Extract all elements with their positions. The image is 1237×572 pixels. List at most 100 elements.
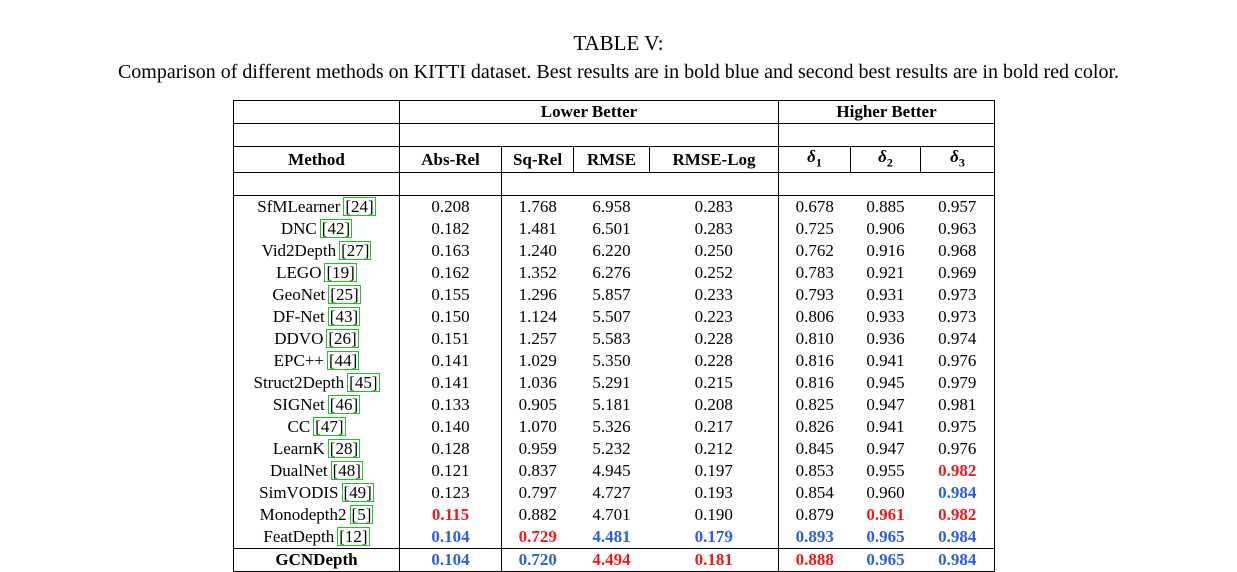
sq-rel-value: 1.029 [518, 351, 557, 371]
delta3-value: 0.968 [938, 241, 977, 261]
method-cell: Monodepth2 [5] [233, 504, 400, 527]
table-row: SimVODIS [49] 0.123 0.797 4.727 0.193 0.854 0.9… [233, 482, 995, 505]
method-cell: GeoNet [25] [233, 284, 400, 307]
delta1-value: 0.853 [795, 461, 834, 481]
delta3-value: 0.975 [938, 417, 977, 437]
delta1-value: 0.893 [795, 527, 834, 547]
method-cell: CC [47] [233, 416, 400, 439]
table-row: DNC [42] 0.182 1.481 6.501 0.283 0.725 0.906 0.9… [233, 218, 995, 241]
table-row: Monodepth2 [5] 0.115 0.882 4.701 0.190 0.879 0.… [233, 504, 995, 527]
sq-rel-value: 1.296 [518, 285, 557, 305]
delta3-value: 0.976 [938, 439, 977, 459]
citation-link[interactable]: [47] [313, 417, 346, 437]
delta2-value: 0.947 [866, 395, 905, 415]
citation-link[interactable]: [24] [343, 197, 376, 217]
delta1-column-header: δ1 [778, 145, 852, 174]
citation-number: 24 [351, 197, 369, 217]
method-cell: SfMLearner [24] [233, 195, 400, 219]
delta2-value: 0.960 [866, 483, 905, 503]
rmse-log-value: 0.179 [649, 526, 780, 549]
rmse-log-value: 0.228 [649, 350, 780, 373]
citation-number: 42 [327, 219, 345, 239]
delta1-subscript: 1 [815, 155, 822, 170]
results-table: Lower Better Higher Better Method Abs-Re… [233, 100, 996, 572]
delta1-value: 0.854 [795, 483, 834, 503]
sq-rel-value: 1.768 [518, 197, 557, 217]
citation-number: 27 [346, 241, 364, 261]
abs-rel-value: 0.121 [399, 460, 502, 483]
method-name: LEGO [276, 263, 322, 283]
abs-rel-value: 0.141 [399, 372, 502, 395]
method-name: GeoNet [272, 285, 326, 305]
delta3-symbol: δ [950, 147, 959, 166]
citation-link[interactable]: [46] [327, 395, 361, 415]
delta1-value: 0.810 [795, 329, 834, 349]
table-row: SIGNet [46] 0.133 0.905 5.181 0.208 0.825 0.947… [233, 394, 995, 417]
citation-link[interactable]: [19] [324, 263, 357, 283]
citation-number: 44 [334, 351, 352, 371]
delta3-value: 0.973 [938, 285, 977, 305]
abs-rel-value: 0.133 [399, 394, 502, 417]
citation-link[interactable]: [28] [327, 439, 361, 459]
sq-rel-value: 0.905 [518, 395, 557, 415]
citation-link[interactable]: [26] [326, 329, 359, 349]
citation-number: 48 [338, 461, 356, 481]
abs-rel-value: 0.182 [399, 218, 502, 241]
rmse-log-value: 0.193 [649, 482, 780, 505]
rmse-log-value: 0.197 [649, 460, 780, 483]
method-cell: SIGNet [46] [233, 394, 400, 417]
table-row: GeoNet [25] 0.155 1.296 5.857 0.233 0.793 0.931… [233, 284, 995, 307]
citation-link[interactable]: [5] [349, 505, 374, 525]
rmse-log-value: 0.233 [649, 284, 780, 307]
sq-rel-value: 1.481 [518, 219, 557, 239]
abs-rel-value: 0.162 [399, 262, 502, 285]
citation-link[interactable]: [48] [330, 461, 363, 481]
delta3-value: 0.976 [938, 351, 977, 371]
delta2-value: 0.965 [866, 550, 905, 570]
delta2-value: 0.916 [866, 241, 905, 261]
delta2-value: 0.965 [866, 527, 905, 547]
rmse-log-value: 0.212 [649, 438, 780, 461]
rmse-value: 5.326 [592, 417, 631, 437]
method-cell: Struct2Depth [45] [233, 372, 400, 395]
rmse-value: 5.181 [592, 395, 631, 415]
delta3-value: 0.974 [938, 329, 977, 349]
delta3-value: 0.963 [938, 219, 977, 239]
citation-link[interactable]: [42] [319, 219, 353, 239]
delta1-value: 0.888 [795, 550, 834, 570]
rmse-value: 4.481 [592, 527, 631, 547]
method-cell: LEGO [19] [233, 262, 400, 285]
delta1-value: 0.793 [795, 285, 834, 305]
sq-rel-column-header: Sq-Rel [501, 145, 574, 174]
delta3-value: 0.957 [938, 197, 977, 217]
rmse-value: 4.494 [592, 550, 631, 570]
citation-link[interactable]: [44] [327, 351, 360, 371]
abs-rel-value: 0.141 [399, 350, 502, 373]
table-row: EPC++ [44] 0.141 1.029 5.350 0.228 0.816 0.941 0… [233, 350, 995, 373]
delta3-value: 0.984 [938, 550, 977, 570]
rmse-value: 4.701 [592, 505, 631, 525]
citation-link[interactable]: [43] [327, 307, 361, 327]
rmse-value: 6.220 [592, 241, 631, 261]
citation-number: 19 [332, 263, 350, 283]
rmse-log-value: 0.215 [649, 372, 780, 395]
delta2-subscript: 2 [886, 155, 893, 170]
sq-rel-value: 0.729 [518, 527, 557, 547]
method-name: GCNDepth [275, 550, 358, 570]
method-name: LearnK [272, 439, 325, 459]
rmse-value: 5.583 [592, 329, 631, 349]
method-cell: DualNet [48] [233, 460, 400, 483]
delta1-value: 0.879 [795, 505, 834, 525]
rmse-log-value: 0.190 [649, 504, 780, 527]
method-name: DualNet [270, 461, 328, 481]
abs-rel-value: 0.151 [399, 328, 502, 351]
citation-link[interactable]: [45] [347, 373, 380, 393]
delta1-value: 0.783 [795, 263, 834, 283]
citation-link[interactable]: [25] [328, 285, 361, 305]
citation-number: 26 [334, 329, 352, 349]
abs-rel-value: 0.140 [399, 416, 502, 439]
delta3-value: 0.979 [938, 373, 977, 393]
citation-link[interactable]: [27] [339, 241, 372, 261]
citation-link[interactable]: [49] [341, 483, 374, 503]
table-row: CC [47] 0.140 1.070 5.326 0.217 0.826 0.941 0.97… [233, 416, 995, 439]
